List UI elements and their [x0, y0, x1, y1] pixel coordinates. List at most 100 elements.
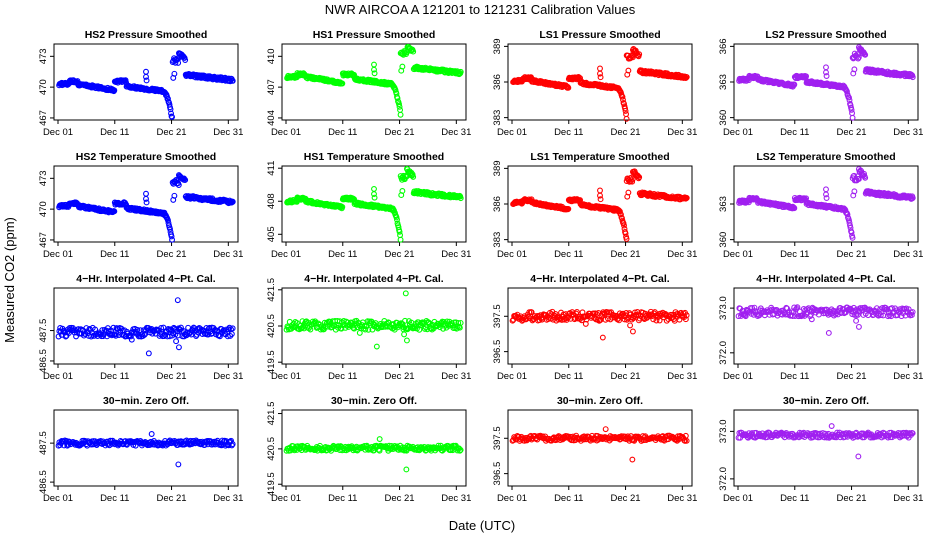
data-point [619, 93, 626, 100]
data-point [229, 77, 236, 84]
x-tick-label: Dec 01 [43, 371, 73, 382]
x-tick-label: Dec 31 [667, 493, 697, 504]
x-tick-label: Dec 01 [271, 371, 301, 382]
data-point [627, 322, 634, 329]
data-point [182, 176, 189, 183]
series-points [283, 436, 464, 473]
data-point [849, 114, 856, 121]
y-tick-label: 363 [718, 196, 729, 212]
data-point [371, 61, 377, 68]
x-tick-label: Dec 01 [497, 249, 527, 260]
data-point [848, 106, 855, 113]
data-point [855, 323, 862, 330]
y-tick-label: 473 [38, 48, 49, 64]
x-tick-label: Dec 11 [100, 249, 129, 260]
data-point [143, 199, 150, 206]
y-tick-label: 360 [718, 232, 729, 248]
series-points [735, 304, 916, 336]
data-point [823, 64, 829, 71]
data-point [791, 81, 798, 88]
series-points [509, 426, 690, 463]
x-tick-label: Dec 11 [100, 493, 129, 504]
plot-frame [507, 409, 693, 487]
panel-title: LS1 Temperature Smoothed [530, 151, 669, 163]
data-point [629, 456, 636, 463]
panel-title: LS1 Pressure Smoothed [539, 29, 660, 41]
x-tick-label: Dec 31 [441, 127, 471, 138]
data-point [356, 329, 363, 336]
plot-frame [53, 43, 239, 121]
x-tick-label: Dec 31 [893, 127, 923, 138]
series-points [510, 168, 690, 242]
x-tick-label: Dec 21 [836, 371, 866, 382]
y-tick-label: 383 [492, 110, 503, 126]
data-point [397, 111, 404, 118]
data-point [394, 95, 401, 102]
x-tick-label: Dec 21 [156, 371, 186, 382]
x-tick-label: Dec 01 [497, 493, 527, 504]
x-tick-label: Dec 21 [384, 249, 414, 260]
x-tick-label: Dec 11 [780, 249, 809, 260]
panel-10: 4−Hr. Interpolated 4−Pt. Cal.419.5420.54… [266, 273, 471, 382]
x-tick-label: Dec 21 [610, 127, 640, 138]
series-points [283, 290, 464, 350]
series-points [510, 45, 690, 122]
y-tick-label: 486.5 [38, 470, 49, 494]
data-point [399, 63, 406, 70]
panel-title: HS2 Temperature Smoothed [76, 151, 216, 163]
data-point [622, 107, 629, 114]
data-point [397, 236, 404, 243]
x-tick-label: Dec 11 [328, 127, 357, 138]
y-tick-label: 373.0 [718, 419, 729, 443]
panel-title: 30−min. Zero Off. [331, 395, 417, 407]
y-tick-label: 470 [38, 201, 49, 217]
x-tick-label: Dec 11 [554, 371, 583, 382]
plot-frame [281, 165, 467, 243]
data-point [622, 105, 628, 112]
panel-11: 4−Hr. Interpolated 4−Pt. Cal.396.5397.5D… [492, 273, 697, 382]
x-tick-label: Dec 31 [893, 493, 923, 504]
x-tick-label: Dec 11 [780, 371, 809, 382]
x-tick-label: Dec 21 [384, 371, 414, 382]
x-tick-label: Dec 11 [328, 493, 357, 504]
panel-title: 4−Hr. Interpolated 4−Pt. Cal. [530, 273, 670, 285]
x-tick-label: Dec 31 [441, 493, 471, 504]
y-tick-label: 386 [492, 196, 503, 212]
series-points [55, 431, 236, 468]
x-tick-label: Dec 21 [610, 249, 640, 260]
x-tick-label: Dec 21 [610, 371, 640, 382]
x-tick-label: Dec 11 [328, 249, 357, 260]
y-tick-label: 363 [718, 74, 729, 90]
y-tick-label: 360 [718, 110, 729, 126]
y-tick-label: 411 [266, 161, 277, 176]
x-tick-label: Dec 01 [271, 127, 301, 138]
plot-frame [281, 43, 467, 121]
data-point [168, 233, 175, 240]
data-point [376, 436, 383, 443]
x-tick-label: Dec 21 [156, 127, 186, 138]
data-point [803, 73, 810, 80]
panel-12: 4−Hr. Interpolated 4−Pt. Cal.372.0373.0D… [718, 273, 923, 382]
series-points [509, 308, 690, 341]
panel-title: 4−Hr. Interpolated 4−Pt. Cal. [76, 273, 216, 285]
data-point [846, 97, 853, 104]
data-point [143, 190, 149, 197]
data-point [823, 186, 829, 193]
plot-frame [53, 165, 239, 243]
data-point [629, 328, 636, 335]
data-point [175, 461, 182, 468]
y-tick-label: 373.0 [718, 296, 729, 320]
y-tick-label: 467 [38, 232, 49, 248]
y-tick-label: 405 [266, 226, 277, 242]
x-tick-label: Dec 21 [384, 127, 414, 138]
data-point [855, 453, 862, 460]
y-tick-label: 487.5 [38, 319, 49, 343]
data-point [397, 232, 404, 239]
